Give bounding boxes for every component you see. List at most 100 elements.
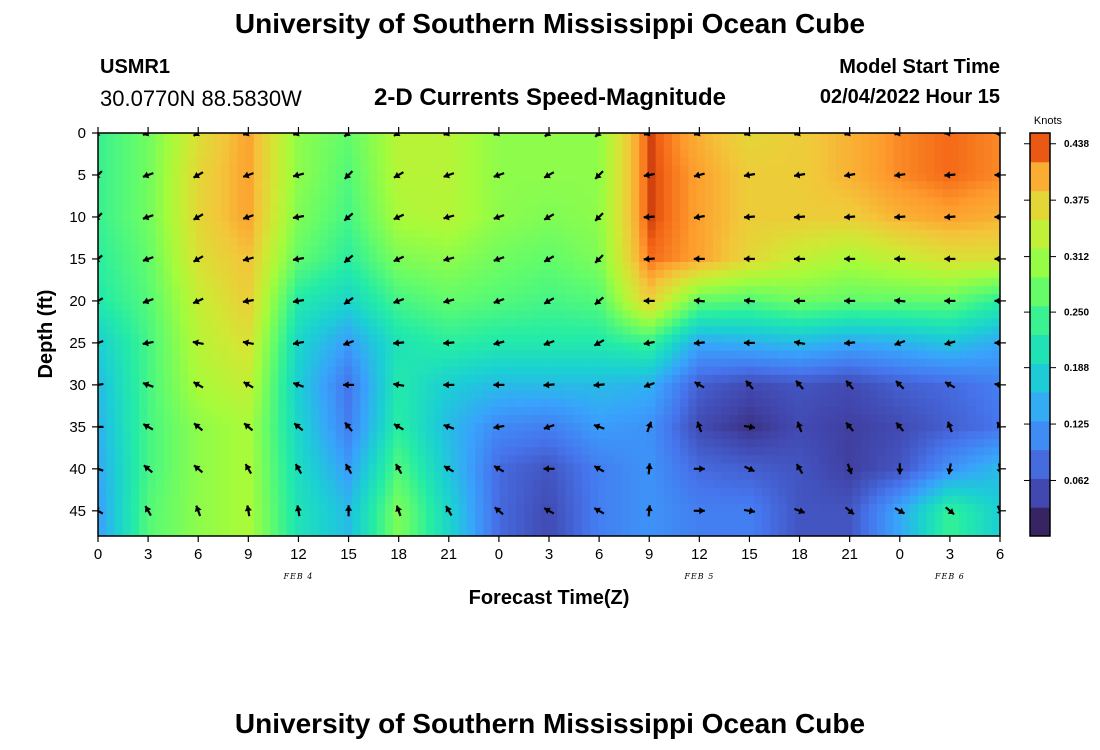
heat-cell (860, 374, 870, 384)
heat-cell (245, 157, 255, 166)
heat-cell (262, 149, 271, 158)
heat-cell (311, 407, 320, 416)
heat-cell (508, 149, 517, 158)
heat-cell (253, 350, 263, 360)
heat-cell (704, 310, 714, 319)
heat-cell (229, 141, 238, 150)
heat-cell (631, 245, 640, 255)
heat-cell (967, 342, 976, 352)
heat-cell (860, 439, 870, 448)
heat-cell (270, 310, 279, 319)
heat-cell (114, 487, 124, 497)
heat-cell (130, 133, 140, 142)
heat-cell (663, 407, 673, 416)
heat-cell (754, 149, 763, 158)
heat-cell (130, 447, 140, 456)
heat-cell (795, 278, 804, 287)
heat-cell (885, 366, 894, 376)
heat-cell (171, 471, 181, 481)
heat-cell (139, 358, 148, 368)
heat-cell (663, 463, 673, 473)
heat-cell (737, 407, 747, 416)
heat-cell (311, 350, 320, 360)
heat-cell (959, 358, 968, 368)
heat-cell (942, 390, 952, 400)
heat-cell (778, 173, 788, 182)
heat-cell (180, 334, 189, 344)
heat-cell (713, 310, 722, 319)
heat-cell (975, 181, 985, 191)
heat-cell (909, 326, 919, 336)
heat-cell (319, 431, 329, 440)
heat-cell (401, 350, 411, 360)
heat-cell (483, 189, 493, 199)
heat-cell (483, 133, 493, 142)
heat-cell (557, 342, 566, 352)
heat-cell (655, 237, 665, 247)
heat-cell (754, 133, 763, 142)
heat-cell (311, 374, 320, 384)
heat-cell (270, 366, 279, 376)
heat-cell (483, 366, 493, 376)
heat-cell (967, 221, 976, 231)
heat-cell (393, 278, 402, 287)
heat-cell (631, 326, 640, 336)
heat-cell (877, 157, 886, 166)
heat-cell (778, 366, 788, 376)
heat-cell (893, 133, 903, 142)
heat-cell (475, 197, 484, 207)
heat-cell (147, 326, 156, 336)
heat-cell (376, 342, 386, 352)
heat-cell (680, 334, 689, 344)
heat-cell (171, 133, 181, 142)
heat-cell (622, 253, 632, 263)
heat-cell (294, 270, 304, 279)
heat-cell (606, 197, 616, 207)
heat-cell (540, 326, 550, 336)
heat-cell (327, 302, 337, 311)
heat-cell (417, 181, 427, 191)
heat-cell (852, 366, 862, 376)
heat-cell (868, 431, 878, 440)
heat-cell (819, 439, 829, 448)
heat-cell (294, 205, 304, 215)
heat-cell (278, 229, 288, 239)
heat-cell (909, 141, 919, 150)
heat-cell (98, 431, 107, 440)
heat-cell (344, 133, 353, 142)
heat-cell (401, 245, 411, 255)
heat-cell (196, 181, 206, 191)
heat-cell (557, 173, 566, 182)
heat-cell (376, 294, 386, 303)
heat-cell (557, 294, 566, 303)
heat-cell (844, 479, 853, 489)
heat-cell (98, 197, 107, 207)
heat-cell (335, 382, 345, 392)
heat-cell (934, 294, 944, 303)
heat-cell (606, 278, 616, 287)
heat-cell (434, 318, 443, 328)
heat-cell (967, 390, 976, 400)
heat-cell (729, 407, 739, 416)
heat-cell (901, 286, 911, 295)
heat-cell (827, 342, 837, 352)
heat-cell (573, 213, 583, 223)
heat-cell (253, 213, 263, 223)
heat-cell (417, 261, 427, 271)
heat-cell (713, 463, 722, 473)
heat-cell (573, 463, 583, 473)
heat-cell (106, 390, 115, 400)
heat-cell (590, 181, 599, 191)
heat-cell (918, 431, 927, 440)
heat-cell (163, 318, 173, 328)
heat-cell (499, 382, 509, 392)
heat-cell (516, 415, 525, 424)
heat-cell (721, 398, 730, 408)
heat-cell (754, 439, 763, 448)
heat-cell (434, 229, 443, 239)
heat-cell (352, 415, 361, 424)
heat-cell (836, 455, 845, 465)
heat-cell (360, 141, 370, 150)
heat-cell (918, 278, 927, 287)
heat-cell (950, 213, 960, 223)
